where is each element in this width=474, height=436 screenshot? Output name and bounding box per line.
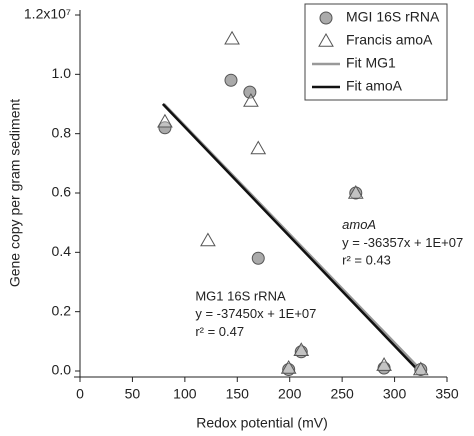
point (158, 121, 172, 135)
annotation: r² = 0.43 (342, 253, 391, 268)
point (347, 184, 364, 199)
y-tick-label: 0.8 (52, 124, 72, 140)
legend-label: Francis amoA (346, 32, 433, 48)
point (293, 342, 310, 356)
legend-marker (318, 32, 334, 47)
y-tick-label: 0.6 (52, 184, 72, 200)
point (243, 93, 259, 107)
annotation: amoA (342, 217, 376, 232)
point (251, 251, 265, 265)
point (280, 360, 297, 374)
x-tick-label: 300 (383, 386, 407, 402)
y-axis-label: Gene copy per gram sediment (7, 99, 23, 287)
legend-marker (319, 11, 333, 25)
x-tick-label: 0 (76, 386, 84, 402)
point (412, 361, 429, 376)
x-tick-label: 100 (173, 386, 197, 402)
x-tick-label: 50 (125, 386, 141, 402)
annotation: r² = 0.47 (195, 324, 244, 339)
point (200, 232, 216, 247)
x-tick-label: 200 (278, 386, 302, 402)
y-tick-label: 1.2x10⁷ (24, 6, 71, 22)
x-tick-label: 250 (330, 386, 354, 402)
fit-line (161, 103, 420, 372)
y-tick-label: 0.0 (52, 362, 72, 378)
y-tick-label: 0.2 (52, 302, 72, 318)
point (157, 113, 173, 128)
annotation: MG1 16S rRNA (195, 288, 286, 303)
x-tick-label: 150 (226, 386, 250, 402)
legend-label: MGI 16S rRNA (346, 9, 440, 25)
x-tick-label: 350 (435, 386, 459, 402)
legend-label: Fit MG1 (346, 55, 396, 71)
point (224, 30, 240, 45)
annotation: y = -37450x + 1E+07 (195, 306, 316, 321)
legend-label: Fit amoA (346, 78, 403, 94)
point (376, 357, 392, 371)
x-axis-label: Redox potential (mV) (196, 415, 328, 431)
y-tick-label: 0.4 (52, 243, 72, 259)
point (224, 73, 238, 87)
point (243, 85, 257, 99)
point (250, 140, 267, 155)
annotation: y = -36357x + 1E+07 (342, 235, 463, 250)
y-tick-label: 1.0 (52, 65, 72, 81)
